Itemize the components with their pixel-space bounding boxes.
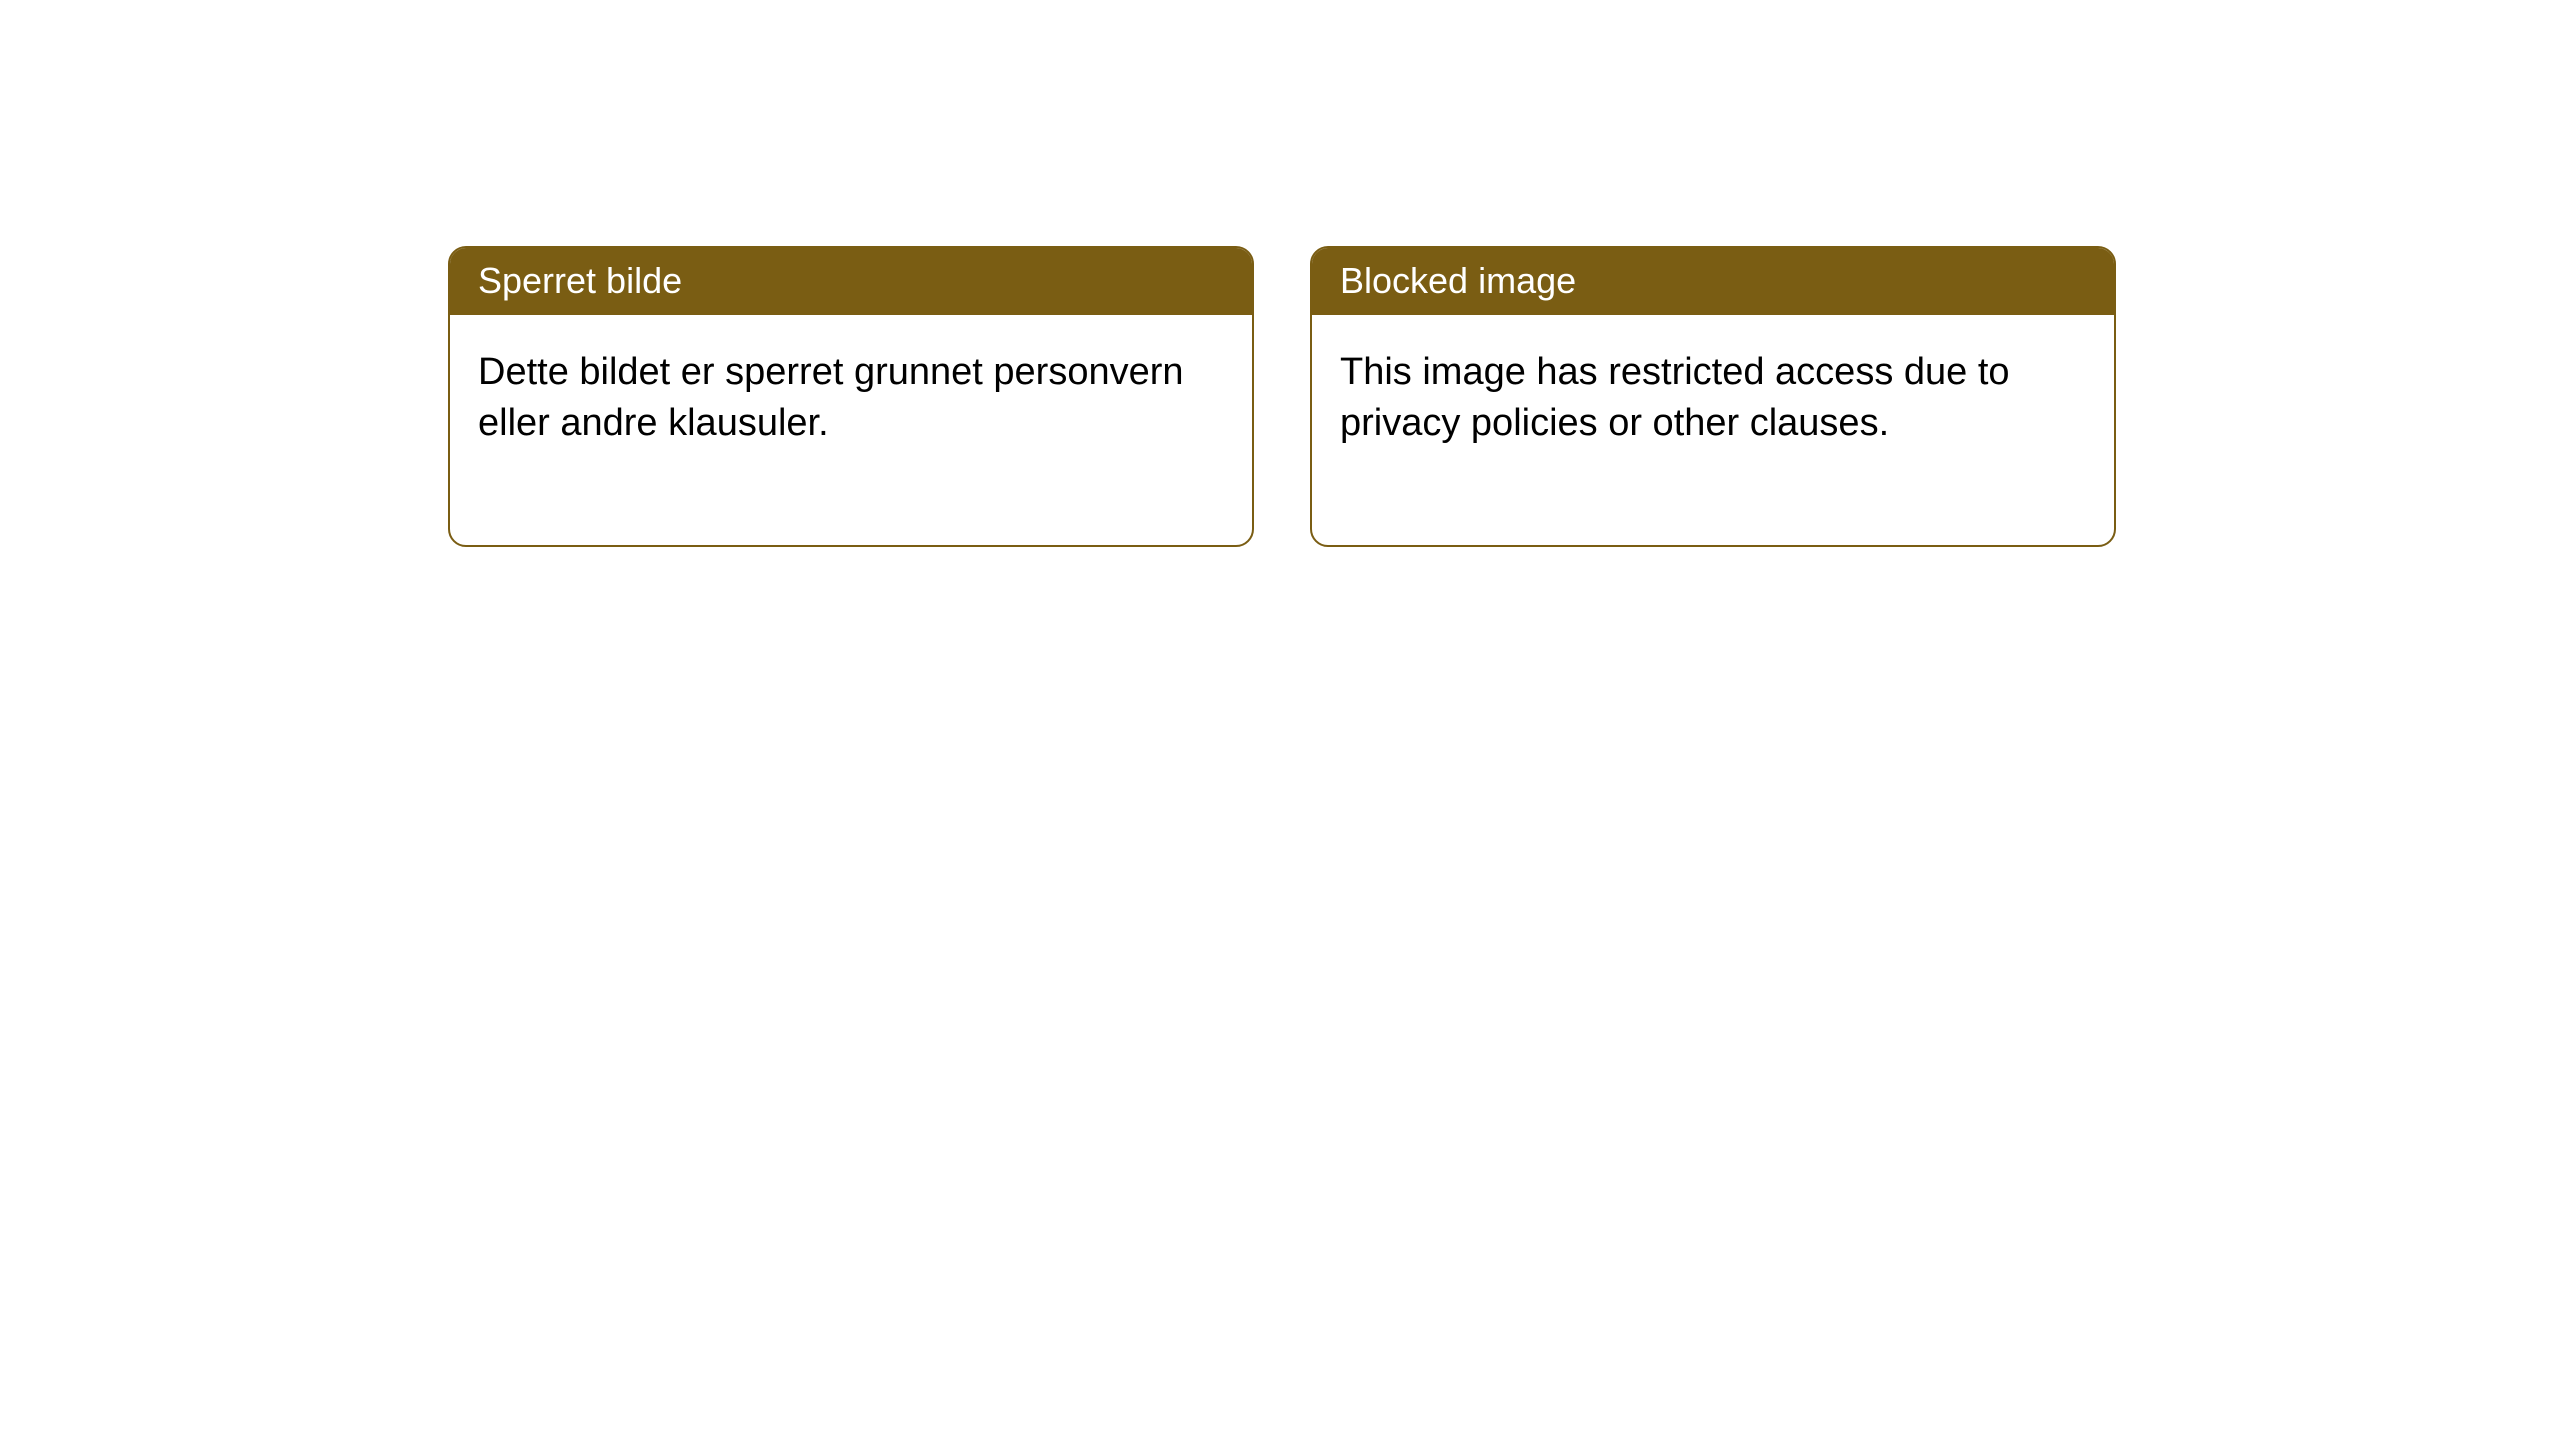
notice-header-english: Blocked image <box>1312 248 2114 315</box>
notice-body-norwegian: Dette bildet er sperret grunnet personve… <box>450 315 1252 545</box>
notice-container: Sperret bilde Dette bildet er sperret gr… <box>0 0 2560 547</box>
notice-body-english: This image has restricted access due to … <box>1312 315 2114 545</box>
notice-header-norwegian: Sperret bilde <box>450 248 1252 315</box>
notice-box-english: Blocked image This image has restricted … <box>1310 246 2116 547</box>
notice-box-norwegian: Sperret bilde Dette bildet er sperret gr… <box>448 246 1254 547</box>
